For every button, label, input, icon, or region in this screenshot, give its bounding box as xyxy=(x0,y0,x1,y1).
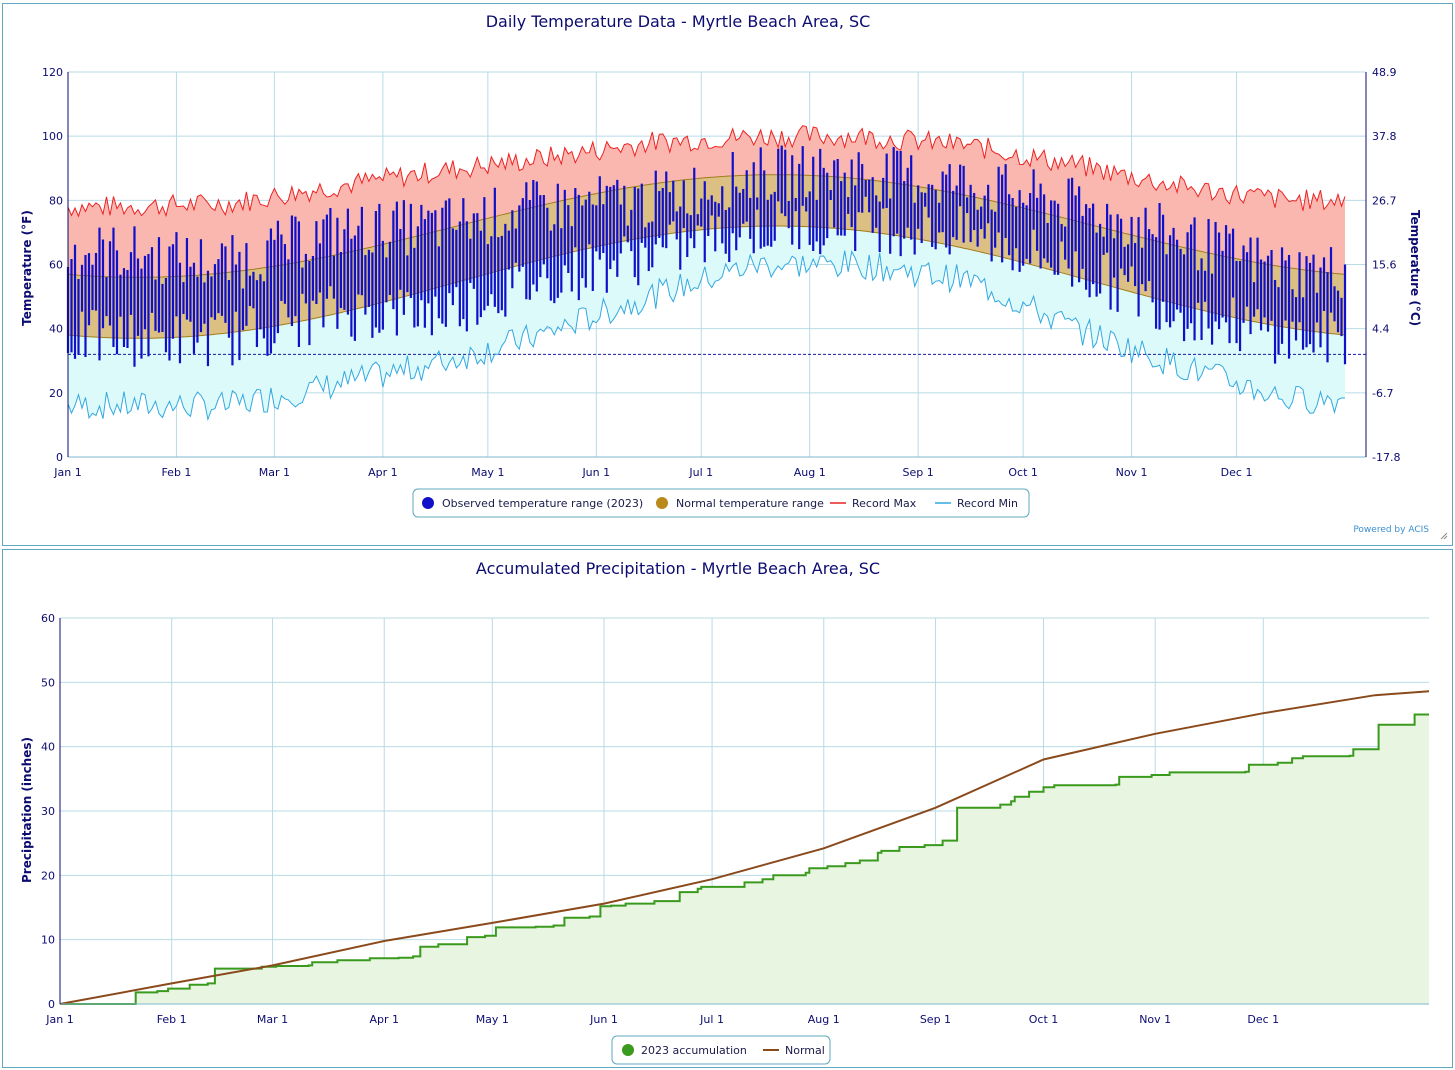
precipitation-y-tick: 0 xyxy=(48,998,55,1011)
precipitation-x-tick: Jun 1 xyxy=(589,1013,618,1026)
precipitation-x-tick: Oct 1 xyxy=(1029,1013,1059,1026)
temperature-x-tick: Apr 1 xyxy=(368,466,398,479)
accumulation-2023-line xyxy=(60,713,1429,1005)
resize-handle-icon[interactable] xyxy=(1440,532,1448,540)
accumulation-area xyxy=(60,714,1429,1004)
temperature-y-tick-left: 100 xyxy=(42,130,63,143)
temperature-x-tick: Feb 1 xyxy=(161,466,191,479)
temperature-y-axis-label-left: Temperature (°F) xyxy=(20,210,34,326)
temperature-y-tick-right: 4.4 xyxy=(1372,323,1390,336)
legend-observed-marker[interactable] xyxy=(422,497,434,509)
temperature-x-tick: Aug 1 xyxy=(794,466,826,479)
temperature-y-tick-right: 48.9 xyxy=(1372,66,1397,79)
temperature-x-tick: Jun 1 xyxy=(581,466,610,479)
temperature-y-tick-left: 20 xyxy=(49,387,63,400)
precipitation-x-tick: May 1 xyxy=(476,1013,509,1026)
record-min-band xyxy=(68,226,1345,420)
precipitation-chart: Accumulated Precipitation - Myrtle Beach… xyxy=(20,559,1430,1065)
temperature-chart-title: Daily Temperature Data - Myrtle Beach Ar… xyxy=(486,12,871,31)
temperature-x-tick: Mar 1 xyxy=(259,466,290,479)
temperature-legend xyxy=(412,488,1030,518)
temperature-y-tick-left: 60 xyxy=(49,259,63,272)
precipitation-y-tick: 60 xyxy=(41,612,55,625)
precipitation-y-tick: 10 xyxy=(41,934,55,947)
precipitation-x-tick: Jul 1 xyxy=(699,1013,724,1026)
precipitation-x-tick: Aug 1 xyxy=(808,1013,840,1026)
precipitation-x-tick: Nov 1 xyxy=(1139,1013,1171,1026)
record-min-line xyxy=(67,249,1345,422)
precipitation-legend xyxy=(611,1035,831,1065)
legend-normal-marker[interactable] xyxy=(656,497,668,509)
record-max-line xyxy=(67,125,1346,218)
temperature-x-tick: Oct 1 xyxy=(1008,466,1038,479)
temperature-y-tick-right: 37.8 xyxy=(1372,130,1397,143)
precipitation-y-tick: 40 xyxy=(41,741,55,754)
temperature-x-tick: Nov 1 xyxy=(1116,466,1148,479)
precipitation-x-tick: Sep 1 xyxy=(920,1013,951,1026)
precipitation-chart-title: Accumulated Precipitation - Myrtle Beach… xyxy=(476,559,880,578)
temperature-y-tick-left: 80 xyxy=(49,194,63,207)
legend-record-min-label[interactable]: Record Min xyxy=(957,497,1018,510)
temperature-y-tick-left: 40 xyxy=(49,323,63,336)
precipitation-y-tick: 20 xyxy=(41,869,55,882)
precipitation-x-tick: Dec 1 xyxy=(1247,1013,1279,1026)
record-max-band xyxy=(68,125,1345,278)
legend-normal-label[interactable]: Normal xyxy=(785,1044,825,1057)
temperature-y-tick-right: -17.8 xyxy=(1372,451,1400,464)
precipitation-x-tick: Mar 1 xyxy=(257,1013,288,1026)
temperature-y-axis-label-right: Temperature (°C) xyxy=(1408,210,1422,326)
legend-2023-accumulation-marker[interactable] xyxy=(622,1044,634,1056)
legend-2023-accumulation-label[interactable]: 2023 accumulation xyxy=(641,1044,747,1057)
temperature-chart-panel: Daily Temperature Data - Myrtle Beach Ar… xyxy=(2,3,1453,546)
temperature-y-tick-left: 120 xyxy=(42,66,63,79)
precipitation-x-tick: Jan 1 xyxy=(45,1013,73,1026)
temperature-x-tick: Dec 1 xyxy=(1221,466,1253,479)
precipitation-y-axis-label: Precipitation (inches) xyxy=(20,737,34,883)
precipitation-y-tick: 50 xyxy=(41,676,55,689)
legend-observed-label[interactable]: Observed temperature range (2023) xyxy=(442,497,643,510)
temperature-x-tick: Jul 1 xyxy=(688,466,713,479)
precipitation-y-tick: 30 xyxy=(41,805,55,818)
acis-credit[interactable]: Powered by ACIS xyxy=(1353,525,1429,535)
precipitation-x-tick: Feb 1 xyxy=(157,1013,187,1026)
temperature-x-tick: May 1 xyxy=(471,466,504,479)
temperature-y-tick-right: 26.7 xyxy=(1372,194,1397,207)
normal-precipitation-line xyxy=(59,690,1430,1005)
precipitation-chart-panel: Accumulated Precipitation - Myrtle Beach… xyxy=(2,549,1453,1068)
temperature-x-tick: Sep 1 xyxy=(903,466,934,479)
temperature-chart: Daily Temperature Data - Myrtle Beach Ar… xyxy=(20,12,1448,540)
temperature-y-tick-right: 15.6 xyxy=(1372,259,1397,272)
legend-normal-label[interactable]: Normal temperature range xyxy=(676,497,824,510)
temperature-x-tick: Jan 1 xyxy=(53,466,81,479)
legend-record-max-label[interactable]: Record Max xyxy=(852,497,917,510)
temperature-y-tick-right: -6.7 xyxy=(1372,387,1393,400)
precipitation-x-tick: Apr 1 xyxy=(369,1013,399,1026)
temperature-y-tick-left: 0 xyxy=(56,451,63,464)
